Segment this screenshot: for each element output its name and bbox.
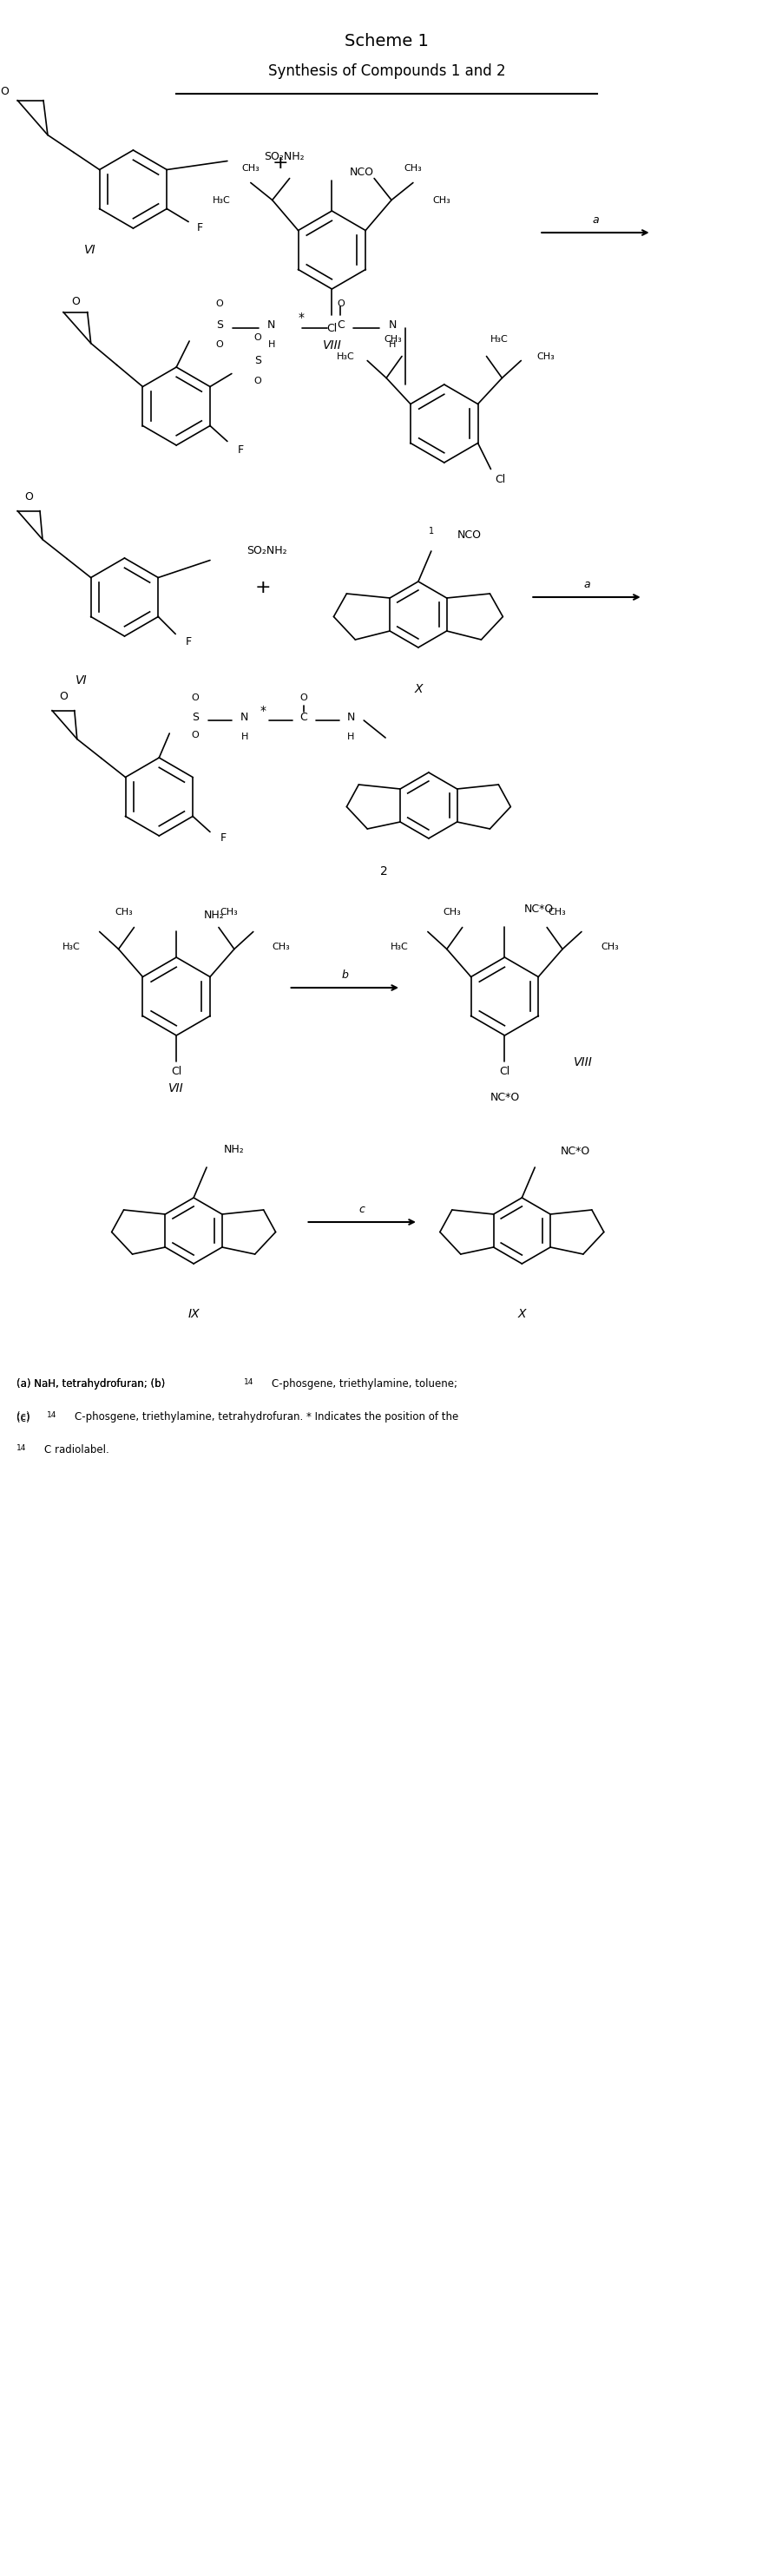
Text: H₃C: H₃C	[212, 196, 231, 204]
Text: 1: 1	[428, 528, 434, 536]
Text: NCO: NCO	[457, 531, 481, 541]
Text: O: O	[254, 332, 261, 343]
Text: N: N	[240, 711, 248, 724]
Text: CH₃: CH₃	[536, 353, 554, 361]
Text: S: S	[216, 319, 223, 330]
Text: C-phosgene, triethylamine, toluene;: C-phosgene, triethylamine, toluene;	[271, 1378, 457, 1388]
Text: C radiolabel.: C radiolabel.	[44, 1445, 109, 1455]
Text: X: X	[518, 1309, 525, 1319]
Text: CH₃: CH₃	[442, 907, 461, 917]
Text: Cl: Cl	[171, 1066, 181, 1077]
Text: O: O	[336, 299, 344, 309]
Text: O: O	[254, 376, 261, 384]
Text: O: O	[0, 85, 8, 98]
Text: +: +	[255, 580, 271, 595]
Text: 2: 2	[379, 866, 387, 878]
Text: C: C	[299, 711, 307, 724]
Text: Cl: Cl	[494, 474, 505, 484]
Text: O: O	[299, 693, 307, 703]
Text: CH₃: CH₃	[404, 165, 421, 173]
Text: H₃C: H₃C	[490, 335, 508, 343]
Text: CH₃: CH₃	[600, 943, 618, 951]
Text: O: O	[215, 340, 223, 348]
Text: VI: VI	[75, 675, 87, 688]
Text: F: F	[185, 636, 191, 647]
Text: b: b	[341, 969, 348, 981]
Text: 14: 14	[47, 1412, 57, 1419]
Text: H: H	[268, 340, 275, 348]
Text: X: X	[414, 683, 422, 696]
Text: c: c	[358, 1203, 365, 1216]
Text: C-phosgene, triethylamine, tetrahydrofuran. * Indicates the position of the: C-phosgene, triethylamine, tetrahydrofur…	[75, 1412, 458, 1422]
Text: N: N	[346, 711, 355, 724]
Text: S: S	[191, 711, 198, 724]
Text: O: O	[215, 299, 223, 309]
Text: a: a	[583, 580, 589, 590]
Text: *: *	[298, 312, 305, 325]
Text: Cl: Cl	[326, 322, 337, 335]
Text: VIII: VIII	[573, 1056, 592, 1069]
Text: F: F	[197, 222, 203, 234]
Text: NC*O: NC*O	[560, 1146, 590, 1157]
Text: Cl: Cl	[499, 1066, 509, 1077]
Text: 14: 14	[244, 1378, 253, 1386]
Text: NC*O: NC*O	[524, 904, 554, 914]
Text: NC*O: NC*O	[489, 1092, 519, 1103]
Text: F: F	[220, 832, 226, 842]
Text: Synthesis of Compounds 1 and 2: Synthesis of Compounds 1 and 2	[268, 64, 505, 80]
Text: CH₃: CH₃	[115, 907, 132, 917]
Text: CH₃: CH₃	[220, 907, 238, 917]
Text: a: a	[591, 214, 598, 227]
Text: 14: 14	[16, 1445, 26, 1453]
Text: F: F	[238, 446, 244, 456]
Text: O: O	[25, 492, 33, 502]
Text: SO₂NH₂: SO₂NH₂	[263, 152, 304, 162]
Text: VI: VI	[84, 245, 96, 255]
Text: H₃C: H₃C	[62, 943, 81, 951]
Text: IX: IX	[188, 1309, 199, 1319]
Text: S: S	[254, 355, 261, 366]
Text: *: *	[259, 706, 265, 716]
Text: H₃C: H₃C	[336, 353, 354, 361]
Text: O: O	[71, 296, 79, 307]
Text: NH₂: NH₂	[224, 1144, 245, 1154]
Text: +: +	[271, 155, 288, 173]
Text: VII: VII	[168, 1082, 184, 1095]
Text: O: O	[191, 693, 199, 703]
Text: (a) NaH, tetrahydrofuran; (b): (a) NaH, tetrahydrofuran; (b)	[16, 1378, 168, 1388]
Text: H₃C: H₃C	[391, 943, 408, 951]
Text: Scheme 1: Scheme 1	[345, 33, 428, 49]
Text: H: H	[241, 732, 248, 742]
Text: (c): (c)	[16, 1412, 33, 1422]
Text: N: N	[388, 319, 396, 330]
Text: O: O	[191, 732, 199, 739]
Text: CH₃: CH₃	[384, 335, 401, 343]
Text: NCO: NCO	[350, 167, 374, 178]
Text: SO₂NH₂: SO₂NH₂	[246, 544, 287, 556]
Text: (a) NaH, tetrahydrofuran; (b): (a) NaH, tetrahydrofuran; (b)	[16, 1378, 168, 1388]
Text: NH₂: NH₂	[204, 909, 225, 920]
Text: CH₃: CH₃	[241, 165, 259, 173]
Text: CH₃: CH₃	[272, 943, 290, 951]
Text: N: N	[267, 319, 275, 330]
Text: CH₃: CH₃	[432, 196, 451, 204]
Text: C: C	[336, 319, 344, 330]
Text: O: O	[59, 690, 68, 701]
Text: H: H	[347, 732, 354, 742]
Text: H: H	[388, 340, 395, 348]
Text: VIII: VIII	[322, 340, 341, 350]
Text: (c): (c)	[16, 1414, 33, 1425]
Text: CH₃: CH₃	[548, 907, 566, 917]
